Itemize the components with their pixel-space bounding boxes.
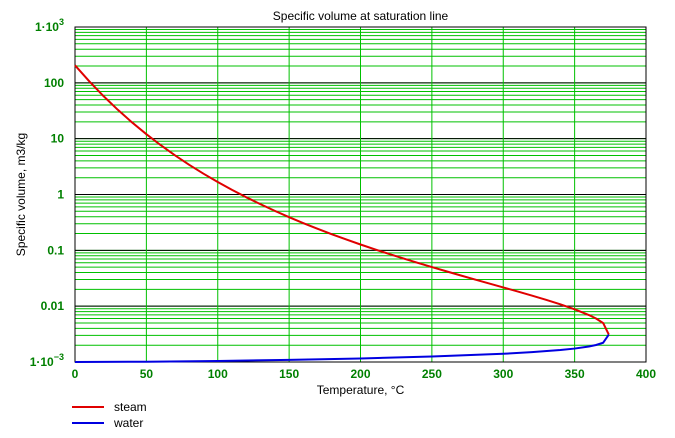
y-tick-label: 1·103 <box>35 17 64 34</box>
x-tick-labels: 0 50 100 150 200 250 300 350 400 <box>72 367 657 381</box>
legend-label-steam: steam <box>114 400 147 414</box>
series-line-steam <box>74 64 610 336</box>
x-tick-label: 50 <box>140 367 154 381</box>
x-axis-label: Temperature, °C <box>317 383 405 397</box>
x-tick-label: 400 <box>636 367 656 381</box>
y-tick-label: 0.01 <box>41 299 65 313</box>
series-group <box>74 64 610 363</box>
y-tick-label: 0.1 <box>47 243 64 257</box>
legend: steam water <box>72 400 147 430</box>
legend-label-water: water <box>113 416 143 430</box>
x-tick-label: 300 <box>493 367 513 381</box>
x-tick-label: 200 <box>350 367 370 381</box>
y-tick-label: 100 <box>44 76 64 90</box>
x-tick-label: 100 <box>208 367 228 381</box>
y-tick-label: 1 <box>57 188 64 202</box>
x-tick-label: 0 <box>72 367 79 381</box>
x-tick-label: 150 <box>279 367 299 381</box>
x-tick-label: 250 <box>422 367 442 381</box>
chart-title: Specific volume at saturation line <box>273 9 449 23</box>
x-tick-label: 350 <box>565 367 585 381</box>
y-axis-label: Specific volume, m3/kg <box>14 133 28 256</box>
plot-frame <box>74 26 647 363</box>
y-tick-label: 10 <box>51 132 65 146</box>
y-tick-label: 1·10−3 <box>30 352 64 369</box>
grid <box>74 26 647 363</box>
y-tick-labels: 1·10−3 0.01 0.1 1 10 100 1·103 <box>30 17 65 369</box>
series-line-water <box>75 334 610 363</box>
